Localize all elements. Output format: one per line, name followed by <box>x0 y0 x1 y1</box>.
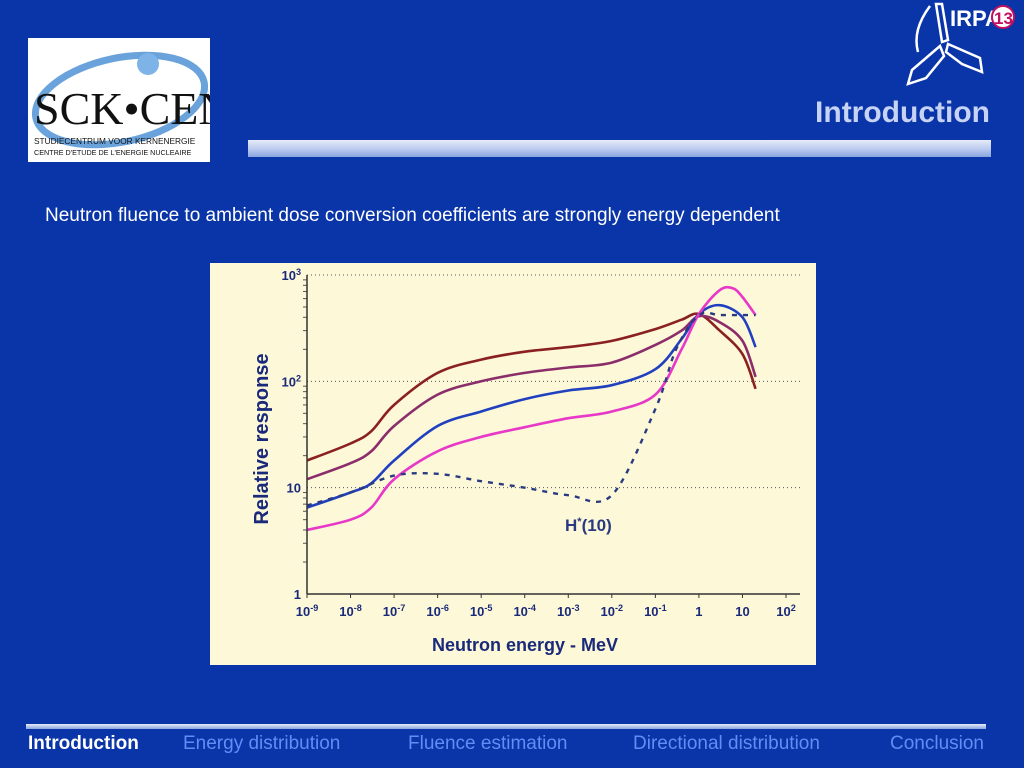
footer-nav: Introduction Energy distribution Fluence… <box>0 733 1024 761</box>
x-tick-label: 10-7 <box>383 603 406 619</box>
x-tick-label: 102 <box>776 603 796 619</box>
x-tick-label: 10 <box>735 604 749 619</box>
y-axis-label: Relative response <box>251 353 273 524</box>
sck-cen-logo: SCK•CEN STUDIECENTRUM VOOR KERNENERGIE C… <box>28 38 210 162</box>
series-line <box>306 303 757 509</box>
logo-name: SCK•CEN <box>34 83 210 134</box>
series-line <box>306 311 756 507</box>
series-lines <box>306 285 757 532</box>
title-divider <box>248 140 991 157</box>
x-tick-label: 10-6 <box>426 603 449 619</box>
nav-energy-distribution[interactable]: Energy distribution <box>183 733 341 754</box>
x-tick-label: 10-8 <box>339 603 362 619</box>
x-tick-label: 10-2 <box>601 603 624 619</box>
x-tick-label: 10-1 <box>644 603 667 619</box>
y-tick-label: 1 <box>294 587 301 602</box>
x-tick-label: 10-9 <box>296 603 319 619</box>
slide-subtitle: Neutron fluence to ambient dose conversi… <box>45 205 780 226</box>
irpa-number: 13 <box>994 9 1013 28</box>
y-ticks: 1 10 102 103 <box>281 267 800 602</box>
nav-conclusion[interactable]: Conclusion <box>890 733 984 754</box>
irpa-logo: IRPA 13 <box>902 0 1024 92</box>
x-tick-label: 1 <box>695 604 702 619</box>
x-tick-label: 10-5 <box>470 603 493 619</box>
h10-annotation: H*(10) <box>565 516 612 535</box>
x-tick-label: 10-4 <box>513 603 536 619</box>
logo-line2: CENTRE D'ETUDE DE L'ENERGIE NUCLEAIRE <box>34 148 192 157</box>
series-line <box>306 285 757 532</box>
x-axis-label: Neutron energy - MeV <box>432 635 618 655</box>
nav-directional-distribution[interactable]: Directional distribution <box>633 733 820 754</box>
page-title: Introduction <box>815 96 990 129</box>
y-tick-label: 10 <box>287 481 301 496</box>
footer-divider <box>26 724 986 729</box>
y-tick-label: 102 <box>281 373 301 389</box>
y-tick-label: 103 <box>281 267 301 283</box>
series-line <box>306 312 757 462</box>
x-tick-label: 10-3 <box>557 603 580 619</box>
x-ticks: 10-9 10-8 10-7 10-6 10-5 10-4 10-3 10-2 10-1 1 10 1… <box>296 594 796 619</box>
response-chart: 1 10 102 103 10-9 10-8 10-7 10-6 10-5 10-4 10-3 10… <box>210 263 816 665</box>
nav-introduction[interactable]: Introduction <box>28 733 139 754</box>
series-line <box>306 314 757 481</box>
logo-line1: STUDIECENTRUM VOOR KERNENERGIE <box>34 136 196 146</box>
nav-fluence-estimation[interactable]: Fluence estimation <box>408 733 568 754</box>
